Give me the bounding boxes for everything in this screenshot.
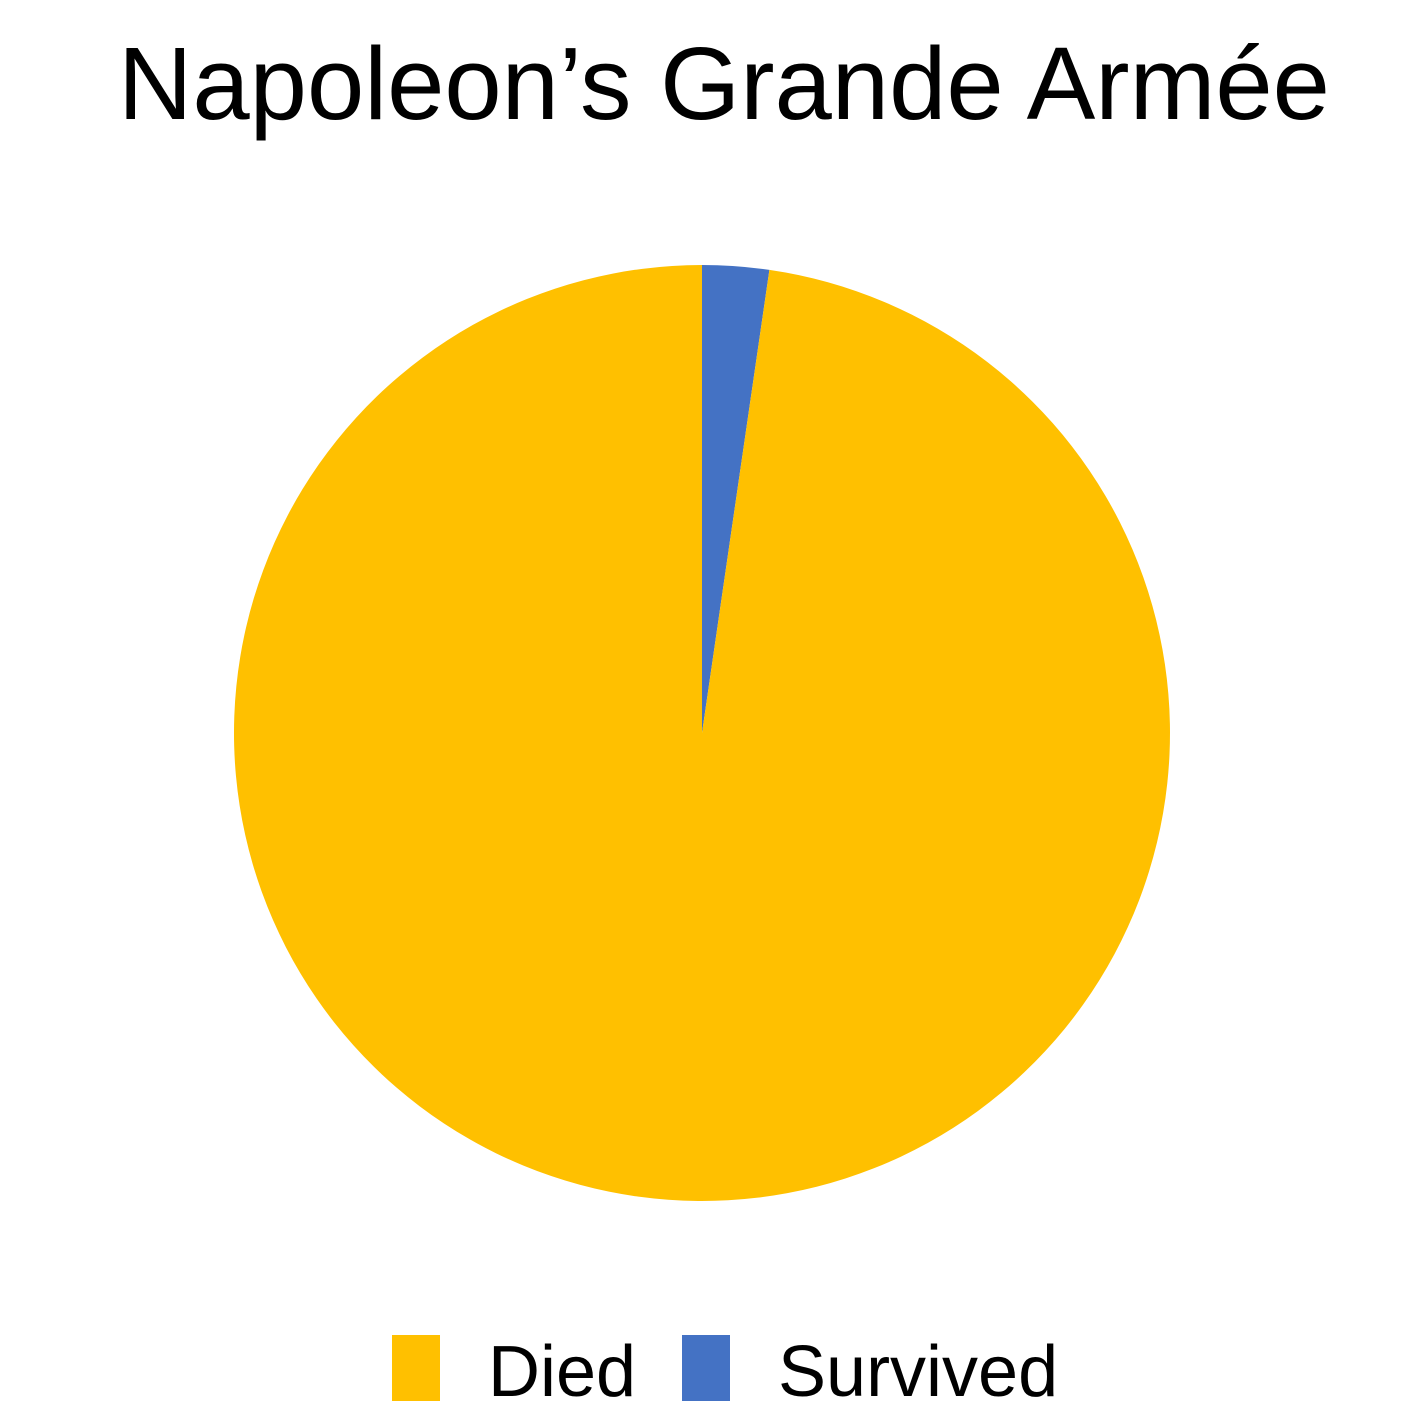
legend-swatch-survived: [682, 1335, 730, 1401]
pie-slice-died: [233, 265, 1170, 1201]
legend-swatch-died: [392, 1335, 440, 1401]
legend-label-died: Died: [488, 1332, 637, 1412]
pie-slices: [233, 265, 1170, 1201]
legend-label-survived: Survived: [778, 1332, 1059, 1412]
chart-title: Napoleon’s Grande Armée: [118, 26, 1330, 141]
pie-slice-survived: [702, 265, 770, 733]
